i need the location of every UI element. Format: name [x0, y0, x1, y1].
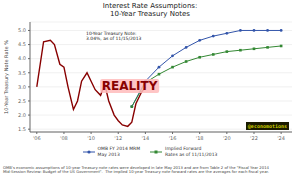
html-text:OMB's economic assumptions of: OMB's economic assumptions of 10-year Tr… — [3, 164, 269, 175]
svg-text:1.5: 1.5 — [18, 126, 26, 132]
svg-text:'06: '06 — [33, 135, 41, 141]
html-text:@economotions: @economotions — [247, 123, 287, 129]
svg-text:2.0: 2.0 — [18, 112, 26, 118]
html-text:Implied Forward Rates as of 11: Implied Forward Rates as of 11/11/2013 — [165, 146, 218, 157]
svg-text:4.5: 4.5 — [18, 41, 26, 47]
html-text:10-Year Treasury Notes: 10-Year Treasury Notes — [110, 10, 190, 18]
svg-text:'22: '22 — [250, 135, 258, 141]
svg-text:'14: '14 — [142, 135, 150, 141]
html-text:Interest Rate Assumptions:: Interest Rate Assumptions: — [102, 2, 198, 10]
svg-text:5.0: 5.0 — [18, 27, 26, 33]
svg-text:'12: '12 — [114, 135, 122, 141]
svg-text:4.0: 4.0 — [18, 55, 26, 61]
svg-text:2.5: 2.5 — [18, 98, 26, 104]
svg-text:'20: '20 — [223, 135, 231, 141]
svg-text:10-Year Treasury Note Rate %: 10-Year Treasury Note Rate % — [8, 40, 10, 114]
svg-text:'16: '16 — [169, 135, 177, 141]
svg-text:'10: '10 — [87, 135, 95, 141]
svg-text:'18: '18 — [196, 135, 204, 141]
html-text:OMB FY 2014 MRM May 2013: OMB FY 2014 MRM May 2013 — [97, 146, 141, 157]
html-text:REALITY: REALITY — [101, 78, 158, 93]
svg-text:'24: '24 — [277, 135, 285, 141]
svg-text:'08: '08 — [60, 135, 68, 141]
svg-text:3.0: 3.0 — [18, 84, 26, 90]
html-text:10-Year Treasury Note: 3.04%,: 10-Year Treasury Note: 3.04%, as of 11/1… — [86, 30, 142, 42]
svg-text:3.5: 3.5 — [18, 70, 26, 76]
